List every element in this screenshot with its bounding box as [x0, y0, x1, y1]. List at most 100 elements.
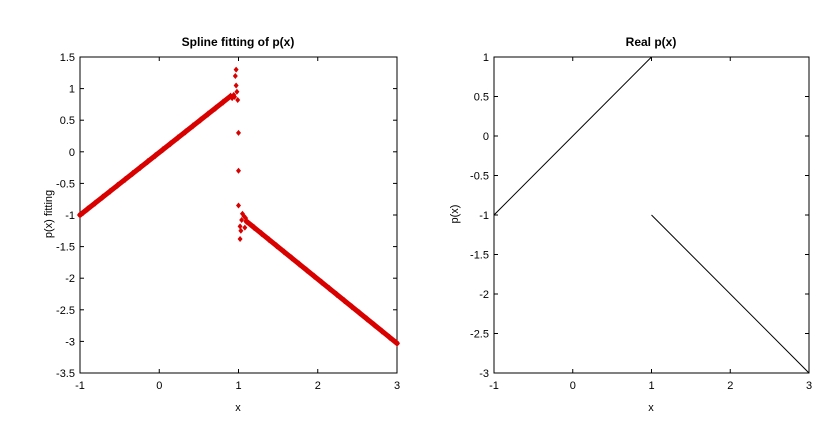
x-tick-label: 3 [806, 380, 812, 392]
plot-title: Spline fitting of p(x) [182, 35, 295, 49]
x-tick-label: 3 [394, 380, 400, 392]
fitted-point [237, 223, 243, 230]
y-tick-label: -2.5 [56, 305, 75, 317]
fitted-point [250, 223, 257, 231]
fitted-point [258, 230, 265, 238]
fitted-point [232, 72, 238, 79]
y-tick-label: -2.5 [470, 329, 489, 341]
y-tick-label: -3.5 [56, 368, 75, 380]
fitted-point [341, 297, 348, 305]
x-tick-labels: -1 0 1 2 3 [489, 380, 812, 392]
fitted-point [348, 303, 355, 311]
y-tick-label: -1.5 [56, 242, 75, 254]
fitted-point [174, 134, 181, 142]
y-tick-label: 0.5 [474, 92, 489, 104]
fitted-point [311, 272, 318, 280]
fitted-point [237, 236, 243, 243]
x-tick-label: 1 [648, 380, 654, 392]
fitted-point [144, 158, 151, 166]
fitted-point [212, 104, 219, 112]
y-tick-label: -2 [479, 289, 489, 301]
x-tick-label: 2 [315, 380, 321, 392]
fitted-point [235, 96, 241, 103]
y-tick-label: -3 [479, 368, 489, 380]
x-tick-label: 2 [727, 380, 733, 392]
fitted-point [236, 167, 241, 174]
fitted-point [233, 66, 239, 73]
x-tick-label: -1 [75, 380, 85, 392]
fitted-point [238, 227, 244, 234]
fitted-point [363, 315, 370, 323]
fitted-point [189, 122, 196, 130]
plot-title: Real p(x) [626, 35, 677, 49]
fitted-point [107, 187, 114, 195]
y-tick-label: -0.5 [56, 178, 75, 190]
fitted-point [220, 98, 227, 106]
y-tick-labels: 1.5 1 0.5 0 -0.5 -1 -1.5 -2 -2.5 -3 -3.5 [56, 52, 75, 380]
y-tick-label: 1 [483, 52, 489, 64]
fitted-point [122, 175, 129, 183]
fitted-point [152, 152, 159, 160]
x-tick-label: 0 [570, 380, 576, 392]
fitted-point [281, 248, 288, 256]
fitted-point [273, 242, 280, 250]
fitted-point [159, 146, 166, 154]
fitted-point [92, 199, 99, 207]
fitted-point [197, 116, 204, 124]
fitted-point [167, 140, 174, 148]
fitted-point [303, 266, 310, 274]
y-tick-label: 0 [69, 147, 75, 159]
fitted-point [114, 181, 121, 189]
y-tick-label: 1 [69, 84, 75, 96]
fitted-point [182, 128, 189, 136]
series-line [651, 214, 810, 374]
y-tick-label: 0 [483, 131, 489, 143]
x-tick-label: 0 [156, 380, 162, 392]
x-tick-label: 1 [235, 380, 241, 392]
x-axis-label: x [648, 402, 654, 414]
fitted-point [296, 260, 303, 268]
plot-area [77, 56, 400, 374]
y-tick-label: 0.5 [60, 115, 75, 127]
series-line [493, 56, 652, 216]
fitted-point [239, 217, 245, 224]
y-tick-label: -1 [65, 210, 75, 222]
fitted-point [318, 278, 325, 286]
y-tick-label: -2 [65, 273, 75, 285]
fitted-point [236, 129, 241, 136]
y-tick-label: -1 [479, 210, 489, 222]
plot-area [493, 56, 810, 374]
fitted-point [242, 224, 248, 231]
fitted-point [204, 110, 211, 118]
y-tick-label: -3 [65, 336, 75, 348]
fitted-point [236, 202, 241, 209]
fitted-point [356, 309, 363, 317]
fitted-point [394, 339, 400, 347]
real-p-plot: Real p(x) -1 0 1 2 3 1 0.5 0 -0.5 -1 -1.5 -2 -2.5 -3… [449, 35, 812, 414]
y-tick-labels: 1 0.5 0 -0.5 -1 -1.5 -2 -2.5 -3 [470, 52, 489, 380]
fitted-point [137, 163, 144, 171]
fitted-point [326, 284, 333, 292]
y-axis-label: p(x) [449, 205, 461, 224]
fitted-point [378, 327, 385, 335]
fitted-point [232, 93, 238, 100]
x-axis-label: x [235, 402, 241, 414]
x-tick-label: -1 [489, 380, 499, 392]
y-tick-label: -0.5 [470, 171, 489, 183]
fitted-point [243, 215, 249, 222]
spline-fitting-plot: Spline fitting of p(x) -1 0 1 2 3 1.5 1 0.5 0 -0… [43, 35, 400, 414]
fitted-point [84, 205, 91, 213]
y-axis-label: p(x) fitting [43, 190, 55, 238]
y-tick-label: -1.5 [470, 250, 489, 262]
fitted-point [288, 254, 295, 262]
fitted-point [234, 88, 240, 95]
fitted-point [386, 333, 393, 341]
axes-box [79, 56, 398, 374]
fitted-point [77, 211, 83, 219]
fitted-point [371, 321, 378, 329]
fitted-point [266, 236, 273, 244]
fitted-point [333, 291, 340, 299]
y-tick-label: 1.5 [60, 52, 75, 64]
fitted-point [99, 193, 106, 201]
